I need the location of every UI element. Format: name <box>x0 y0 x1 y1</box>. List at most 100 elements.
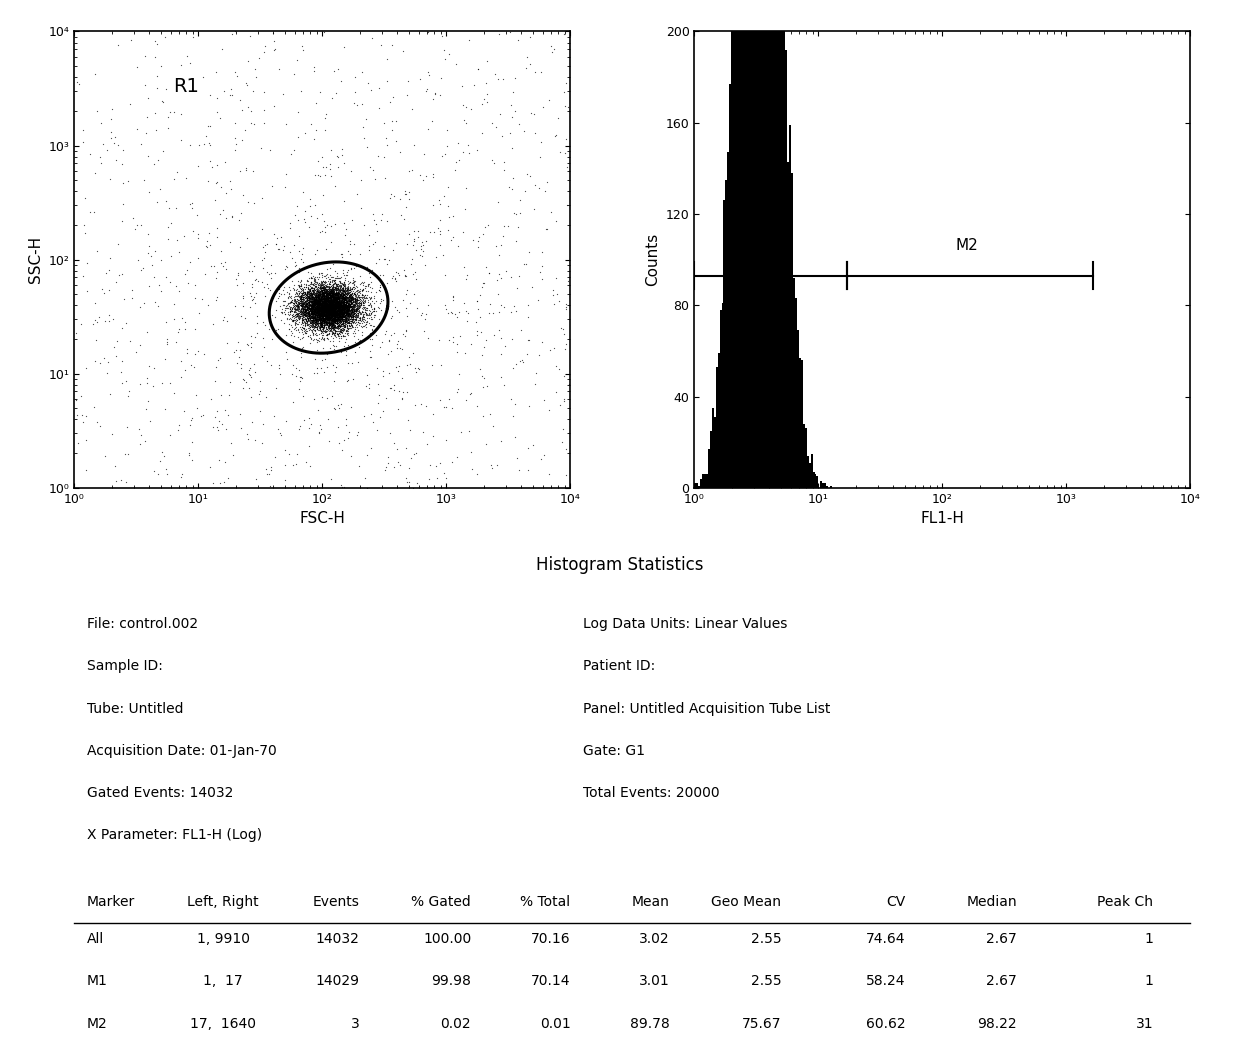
Point <box>335 297 355 314</box>
Point <box>435 50 455 67</box>
Point <box>339 288 358 305</box>
Point <box>329 301 348 318</box>
Point <box>337 290 357 306</box>
Point <box>330 308 350 325</box>
Point <box>304 293 324 309</box>
Point <box>316 311 336 327</box>
Point <box>300 303 320 320</box>
Point <box>362 304 382 321</box>
Point <box>340 296 360 313</box>
Point <box>319 311 339 327</box>
Point <box>296 297 316 314</box>
Point <box>293 282 312 299</box>
Point <box>315 307 335 324</box>
Point <box>306 311 326 327</box>
Point <box>396 323 415 340</box>
Point <box>322 299 342 316</box>
Point <box>247 471 267 488</box>
Point <box>326 303 346 320</box>
Point <box>324 298 343 315</box>
Point <box>89 308 109 325</box>
Point <box>281 317 301 334</box>
Point <box>340 288 360 305</box>
Point <box>283 325 303 342</box>
Point <box>343 279 363 296</box>
Point <box>317 301 337 318</box>
Point <box>311 303 331 320</box>
Text: 89.78: 89.78 <box>630 1016 670 1030</box>
Point <box>343 278 363 295</box>
Point <box>308 307 327 324</box>
Point <box>306 294 326 311</box>
Point <box>311 306 331 323</box>
Point <box>184 359 203 376</box>
Point <box>315 281 335 298</box>
Point <box>303 305 322 322</box>
Point <box>298 299 317 316</box>
Point <box>252 190 272 207</box>
Point <box>324 298 343 315</box>
Point <box>335 306 355 323</box>
Point <box>301 284 321 301</box>
Point <box>346 290 366 306</box>
Point <box>438 122 458 138</box>
Point <box>317 307 337 324</box>
Point <box>310 312 330 328</box>
Point <box>284 291 304 307</box>
Point <box>330 292 350 308</box>
Point <box>295 298 315 315</box>
Point <box>316 295 336 312</box>
Point <box>330 303 350 320</box>
Point <box>341 290 361 306</box>
Point <box>309 300 329 317</box>
Point <box>346 315 366 331</box>
Point <box>312 300 332 317</box>
Point <box>301 329 321 346</box>
Point <box>303 312 322 328</box>
Point <box>526 364 546 381</box>
Point <box>312 281 332 298</box>
Point <box>304 300 324 317</box>
Point <box>332 312 352 328</box>
Point <box>335 290 355 306</box>
Point <box>320 284 340 301</box>
Point <box>326 278 346 295</box>
Point <box>320 294 340 311</box>
Point <box>310 317 330 334</box>
Point <box>314 306 334 323</box>
Point <box>341 298 361 315</box>
Point <box>549 361 569 378</box>
Point <box>303 299 322 316</box>
Point <box>303 297 322 314</box>
Point <box>311 309 331 326</box>
Point <box>317 305 337 322</box>
Point <box>330 301 350 318</box>
Point <box>345 300 365 317</box>
Point <box>312 301 332 318</box>
Point <box>341 295 361 312</box>
Point <box>326 315 346 331</box>
Point <box>363 302 383 319</box>
Point <box>335 334 355 350</box>
Point <box>312 284 332 301</box>
Point <box>315 306 335 323</box>
Point <box>334 311 353 327</box>
Point <box>320 298 340 315</box>
Point <box>298 283 317 300</box>
Point <box>325 307 345 324</box>
Point <box>300 302 320 319</box>
Point <box>308 305 327 322</box>
Bar <box>743 0 745 488</box>
Point <box>311 305 331 322</box>
Point <box>296 453 316 470</box>
Point <box>336 308 356 325</box>
Point <box>298 303 317 320</box>
Point <box>331 285 351 302</box>
Point <box>317 296 337 313</box>
X-axis label: FSC-H: FSC-H <box>300 511 345 527</box>
Point <box>128 216 148 233</box>
Point <box>324 314 343 330</box>
Point <box>309 306 329 323</box>
Point <box>299 296 319 313</box>
Point <box>345 324 365 341</box>
